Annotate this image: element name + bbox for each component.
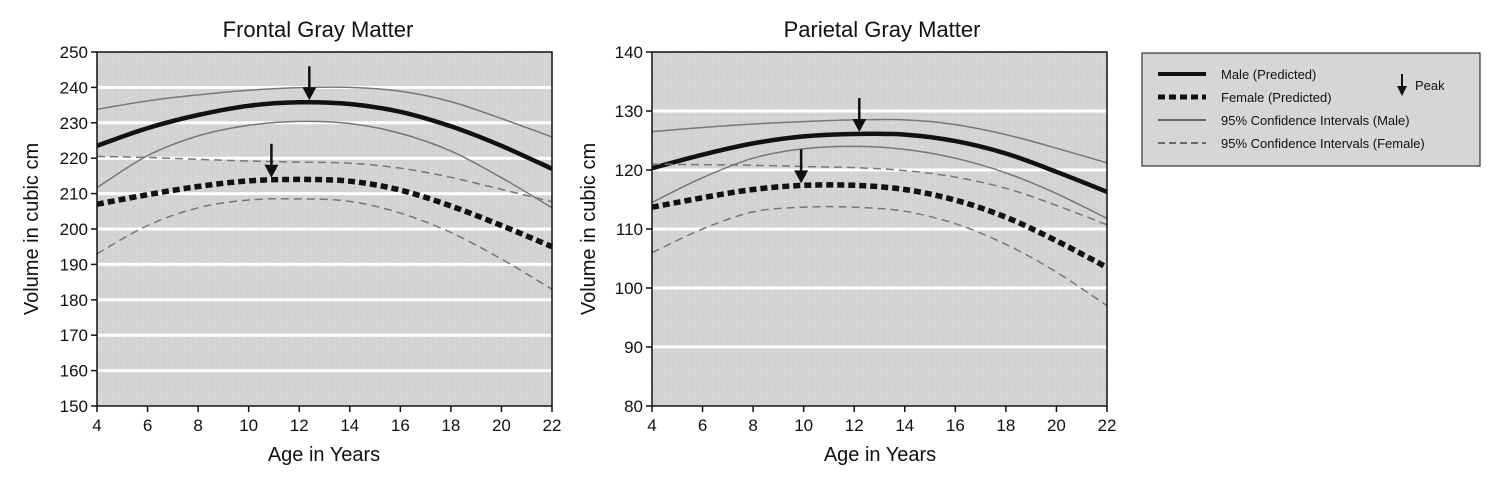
y-tick-label: 190 [60,255,88,274]
male-predicted-line [96,99,553,171]
y-axis-title: Volume in cubic cm [578,143,600,315]
x-tick-label: 6 [143,416,152,435]
y-tick-label: 120 [615,161,643,180]
female-ci-lower-line [651,205,1108,307]
x-tick-label: 10 [239,416,258,435]
x-tick-label: 14 [895,416,914,435]
x-tick-label: 18 [996,416,1015,435]
x-axis-title: Age in Years [268,444,380,466]
y-tick-label: 150 [60,397,88,416]
male-peak-arrow-icon [852,98,867,133]
x-tick-label: 8 [193,416,202,435]
x-tick-label: 12 [845,416,864,435]
y-tick-label: 140 [615,43,643,62]
x-tick-label: 22 [543,416,562,435]
y-tick-label: 200 [60,220,88,239]
x-axis-ticks: 4 6 8 10 12 14 16 18 20 22 [92,406,561,435]
legend-label-male-ci: 95% Confidence Intervals (Male) [1221,113,1410,128]
y-tick-label: 160 [60,362,88,381]
legend-label-peak: Peak [1415,78,1445,93]
y-tick-label: 170 [60,326,88,345]
y-tick-label: 90 [624,338,643,357]
x-tick-label: 18 [441,416,460,435]
legend: Male (Predicted) Female (Predicted) 95% … [1141,52,1481,167]
female-ci-upper-line [96,155,553,203]
legend-label-female-predicted: Female (Predicted) [1221,90,1332,105]
x-axis-title: Age in Years [824,444,936,466]
x-tick-label: 20 [1047,416,1066,435]
legend-label-female-ci: 95% Confidence Intervals (Female) [1221,136,1425,151]
peak-arrows [794,98,867,184]
male-peak-arrow-icon [302,66,317,101]
x-tick-label: 10 [794,416,813,435]
female-peak-arrow-icon [264,143,279,178]
y-axis-title: Volume in cubic cm [21,143,43,315]
x-tick-label: 6 [698,416,707,435]
x-tick-label: 12 [290,416,309,435]
x-tick-label: 8 [748,416,757,435]
x-tick-label: 4 [92,416,101,435]
female-predicted-line [651,182,1109,270]
x-tick-label: 16 [391,416,410,435]
male-ci-lower-line [651,145,1108,220]
x-tick-label: 22 [1098,416,1117,435]
male-ci-lower-line [96,120,553,209]
y-tick-label: 180 [60,291,88,310]
x-tick-label: 20 [492,416,511,435]
chart-title: Frontal Gray Matter [223,17,414,42]
female-predicted-line [96,176,554,250]
female-ci-upper-line [651,163,1108,226]
y-tick-label: 240 [60,78,88,97]
peak-arrows [264,66,317,178]
x-tick-label: 4 [647,416,656,435]
series-lines [651,118,1109,307]
x-tick-label: 14 [340,416,359,435]
parietal-gray-matter-chart: 80 90 100 110 120 130 140 4 6 8 10 12 14 16 18 20 22 Pa… [578,17,1116,466]
female-ci-lower-line [96,198,553,290]
y-axis-ticks: 150 160 170 180 190 200 210 220 230 240 250 [60,43,97,416]
x-axis-ticks: 4 6 8 10 12 14 16 18 20 22 [647,406,1116,435]
y-tick-label: 230 [60,114,88,133]
male-ci-upper-line [651,118,1108,164]
series-lines [96,86,554,290]
male-ci-upper-line [96,86,553,138]
male-predicted-line [651,131,1108,194]
x-tick-label: 16 [946,416,965,435]
y-tick-label: 80 [624,397,643,416]
chart-title: Parietal Gray Matter [784,17,981,42]
female-peak-arrow-icon [794,149,809,184]
y-axis-ticks: 80 90 100 110 120 130 140 [615,43,652,416]
legend-box [1141,52,1481,167]
peak-arrow-icon [1397,74,1407,96]
y-tick-label: 210 [60,185,88,204]
y-tick-label: 130 [615,102,643,121]
y-tick-label: 100 [615,279,643,298]
y-tick-label: 250 [60,43,88,62]
y-tick-label: 220 [60,149,88,168]
y-tick-label: 110 [616,220,643,239]
frontal-gray-matter-chart: 150 160 170 180 190 200 210 220 230 240 250 4 6 8 10 1… [21,17,561,466]
legend-label-male-predicted: Male (Predicted) [1221,67,1316,82]
